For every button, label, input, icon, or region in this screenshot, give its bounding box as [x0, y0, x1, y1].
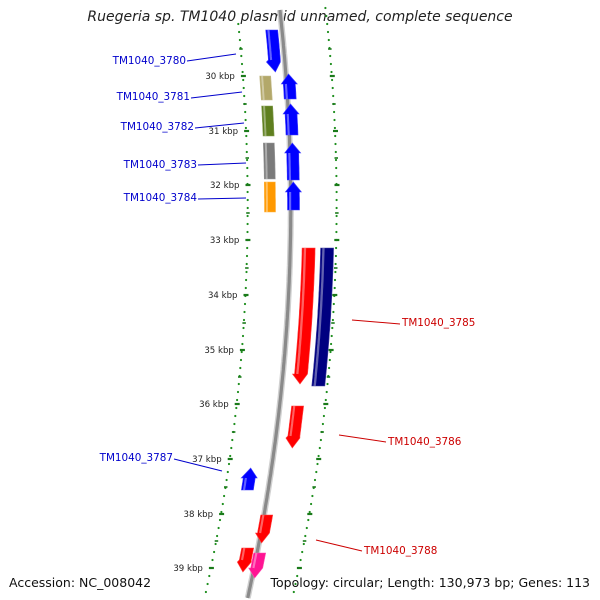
- gene-3780-arrow[interactable]: [265, 29, 281, 73]
- gene-labels: TM1040_3780 TM1040_3781 TM1040_3782 TM1040_…: [99, 53, 475, 557]
- gene-3784-arrow[interactable]: [284, 181, 303, 211]
- gene-label-text: TM1040_3786: [387, 436, 461, 448]
- leader-line: [194, 122, 245, 129]
- gene-label-g3783[interactable]: TM1040_3783: [123, 159, 247, 171]
- gene-3785-navy-bar[interactable]: [311, 247, 334, 387]
- leader-line: [197, 162, 247, 166]
- leader-line: [186, 53, 237, 62]
- tick-label: 34 kbp: [208, 291, 238, 301]
- topology-text: Topology: circular; Length: 130,973 bp; …: [270, 575, 591, 590]
- gene-label-g3781[interactable]: TM1040_3781: [116, 91, 243, 103]
- tick-label: 37 kbp: [192, 455, 222, 465]
- gene-label-g3786[interactable]: TM1040_3786: [338, 434, 461, 448]
- gene-features: [236, 29, 334, 579]
- gene-3781-block[interactable]: [259, 75, 273, 101]
- gene-3788-arrow-c[interactable]: [248, 552, 267, 579]
- gene-label-text: TM1040_3787: [99, 452, 173, 464]
- tick-label: 38 kbp: [184, 510, 214, 520]
- gene-label-text: TM1040_3783: [123, 159, 197, 171]
- gene-label-text: TM1040_3780: [112, 55, 186, 67]
- tick-label: 36 kbp: [199, 400, 229, 410]
- gene-label-g3780[interactable]: TM1040_3780: [112, 53, 237, 67]
- gene-label-g3785[interactable]: TM1040_3785: [351, 317, 475, 329]
- gene-3787-arrow[interactable]: [240, 467, 258, 491]
- gene-label-g3784[interactable]: TM1040_3784: [123, 192, 247, 204]
- kbp-tick-labels: 30 kbp 31 kbp 32 kbp 33 kbp 34 kbp 35 kbp 36 k…: [173, 72, 239, 574]
- tick-label: 33 kbp: [210, 236, 240, 246]
- leader-line: [173, 458, 223, 472]
- gene-label-g3782[interactable]: TM1040_3782: [120, 121, 245, 133]
- tick-label: 35 kbp: [204, 346, 234, 356]
- gene-3782-block[interactable]: [261, 105, 275, 137]
- inner-dotted-ring: [204, 22, 249, 594]
- outer-dotted-ring: [292, 6, 338, 594]
- gene-3783-block[interactable]: [262, 142, 276, 180]
- gene-3785-red-arrow[interactable]: [291, 247, 316, 385]
- tick-label: 30 kbp: [205, 72, 235, 82]
- gene-3788-arrow-a[interactable]: [254, 514, 274, 544]
- dotted-guides: [204, 6, 340, 594]
- gene-3783-arrow[interactable]: [284, 142, 302, 181]
- accession-text: Accession: NC_008042: [9, 575, 152, 590]
- gene-label-text: TM1040_3788: [363, 545, 437, 557]
- leader-line: [315, 539, 363, 552]
- tick-label: 32 kbp: [210, 181, 240, 191]
- gene-label-g3788[interactable]: TM1040_3788: [315, 539, 437, 557]
- gene-label-text: TM1040_3784: [123, 192, 198, 204]
- tick-label: 39 kbp: [173, 564, 203, 574]
- gene-label-text: TM1040_3782: [120, 121, 194, 133]
- gene-3784-block[interactable]: [264, 181, 276, 213]
- tick-label: 31 kbp: [209, 127, 239, 137]
- leader-line: [351, 319, 401, 325]
- gene-3782-arrow[interactable]: [282, 103, 300, 136]
- gene-label-text: TM1040_3781: [116, 91, 190, 103]
- leader-line: [197, 197, 247, 200]
- leader-line: [190, 91, 243, 99]
- gene-label-text: TM1040_3785: [401, 317, 475, 329]
- gene-3786-arrow[interactable]: [285, 405, 304, 449]
- leader-line: [338, 434, 387, 443]
- gene-3781-arrow[interactable]: [280, 73, 298, 100]
- map-title: Ruegeria sp. TM1040 plasmid unnamed, com…: [87, 9, 513, 25]
- gene-label-g3787[interactable]: TM1040_3787: [99, 452, 223, 472]
- gene-3788-arrow-b[interactable]: [236, 547, 255, 573]
